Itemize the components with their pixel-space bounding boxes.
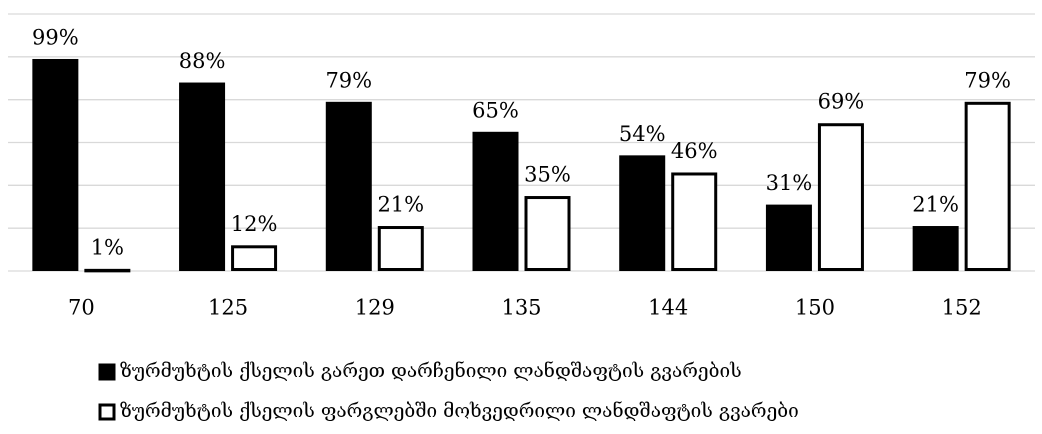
value-label: 21% (912, 193, 959, 217)
bar (765, 204, 812, 272)
value-label: 31% (766, 171, 813, 195)
bar (179, 82, 226, 271)
bar (231, 245, 278, 272)
x-tick-label: 152 (942, 296, 982, 320)
value-label: 46% (671, 139, 718, 163)
value-label: 12% (231, 212, 278, 236)
x-tick-label: 150 (795, 296, 835, 320)
x-tick-label: 129 (355, 296, 395, 320)
legend-label: ზურმუხტის ქსელის გარეთ დარჩენილი ლანდშაფ… (120, 360, 742, 382)
bar (619, 155, 666, 272)
value-label: 69% (818, 90, 865, 114)
value-label: 79% (325, 68, 372, 92)
bar (912, 226, 959, 271)
legend-swatch (98, 403, 116, 421)
value-label: 35% (524, 163, 571, 187)
value-label: 54% (619, 122, 666, 146)
legend-label: ზურმუხტის ქსელის ფარგლებში მოხვედრილი ლა… (120, 400, 799, 422)
value-label: 99% (32, 25, 79, 49)
bar (671, 172, 718, 272)
bar (817, 123, 864, 271)
value-label: 65% (472, 98, 519, 122)
bar (377, 226, 424, 271)
bar (32, 58, 79, 271)
value-label: 1% (91, 235, 124, 259)
x-tick-label: 135 (501, 296, 541, 320)
bar (964, 101, 1011, 271)
x-tick-label: 70 (68, 296, 95, 320)
bar (84, 268, 131, 273)
value-label: 21% (377, 193, 424, 217)
bar (325, 101, 372, 271)
bar (472, 131, 519, 271)
value-label: 79% (964, 68, 1011, 92)
bar (524, 196, 571, 272)
value-label: 88% (179, 49, 226, 73)
x-tick-label: 125 (208, 296, 248, 320)
legend-swatch (98, 363, 116, 381)
x-tick-label: 144 (648, 296, 688, 320)
